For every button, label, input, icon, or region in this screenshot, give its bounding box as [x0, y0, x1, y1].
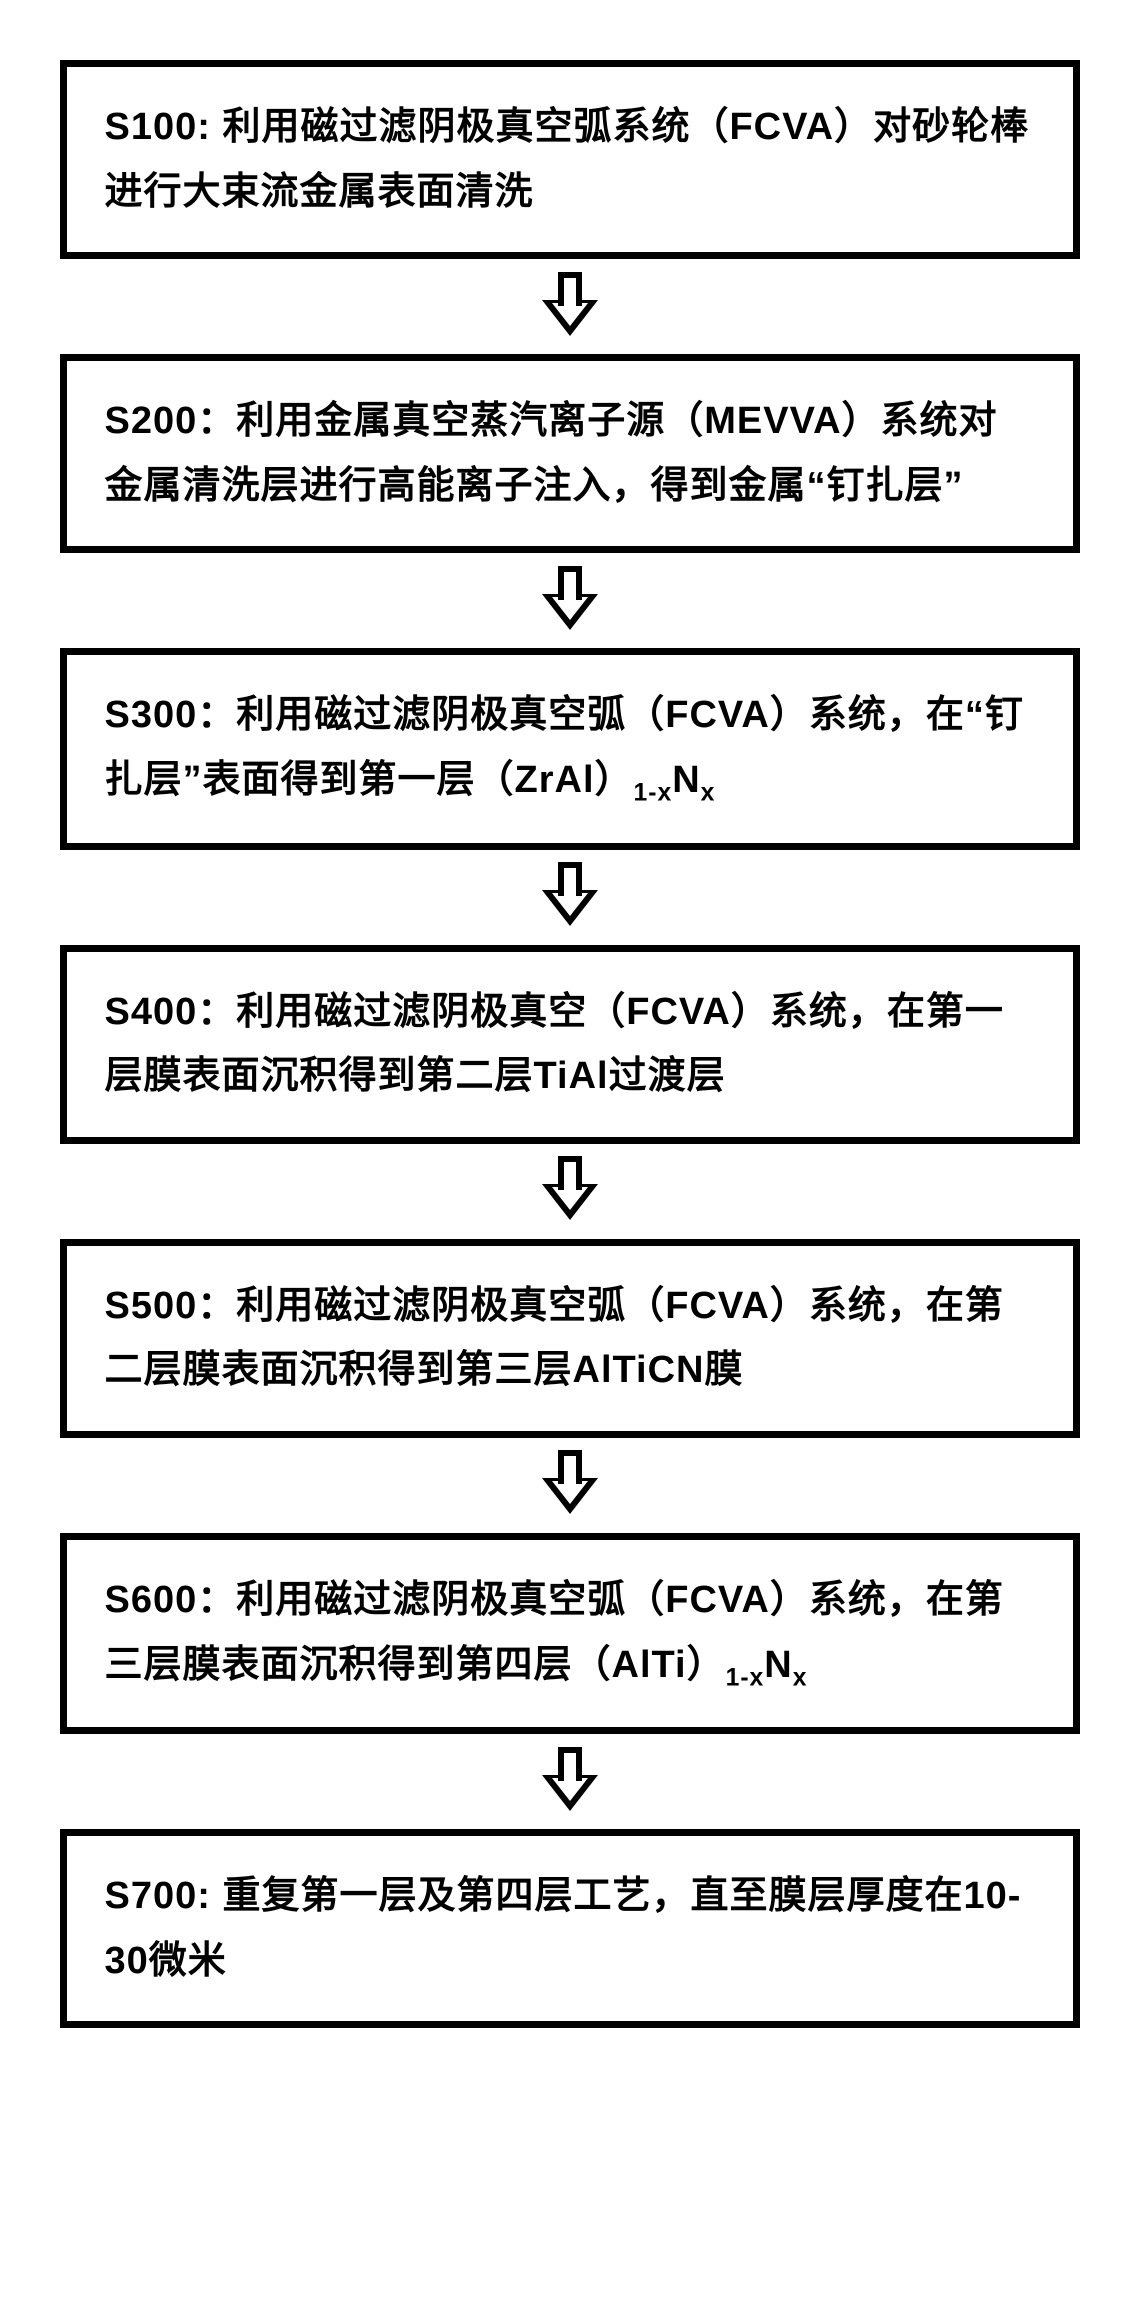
step-s400: S400：利用磁过滤阴极真空（FCVA）系统，在第一层膜表面沉积得到第二层TiA…: [60, 945, 1080, 1144]
step-s600: S600：利用磁过滤阴极真空弧（FCVA）系统，在第三层膜表面沉积得到第四层（A…: [60, 1533, 1080, 1734]
arrow-icon: [542, 259, 598, 354]
step-s100: S100: 利用磁过滤阴极真空弧系统（FCVA）对砂轮棒进行大束流金属表面清洗: [60, 60, 1080, 259]
step-s300: S300：利用磁过滤阴极真空弧（FCVA）系统，在“钉扎层”表面得到第一层（Zr…: [60, 648, 1080, 849]
arrow-icon: [542, 1438, 598, 1533]
arrow-icon: [542, 1144, 598, 1239]
step-s500: S500：利用磁过滤阴极真空弧（FCVA）系统，在第二层膜表面沉积得到第三层Al…: [60, 1239, 1080, 1438]
arrow-icon: [542, 850, 598, 945]
flowchart-container: S100: 利用磁过滤阴极真空弧系统（FCVA）对砂轮棒进行大束流金属表面清洗 …: [50, 60, 1089, 2028]
step-s200: S200：利用金属真空蒸汽离子源（MEVVA）系统对金属清洗层进行高能离子注入，…: [60, 354, 1080, 553]
step-s700: S700: 重复第一层及第四层工艺，直至膜层厚度在10-30微米: [60, 1829, 1080, 2028]
arrow-icon: [542, 553, 598, 648]
arrow-icon: [542, 1734, 598, 1829]
